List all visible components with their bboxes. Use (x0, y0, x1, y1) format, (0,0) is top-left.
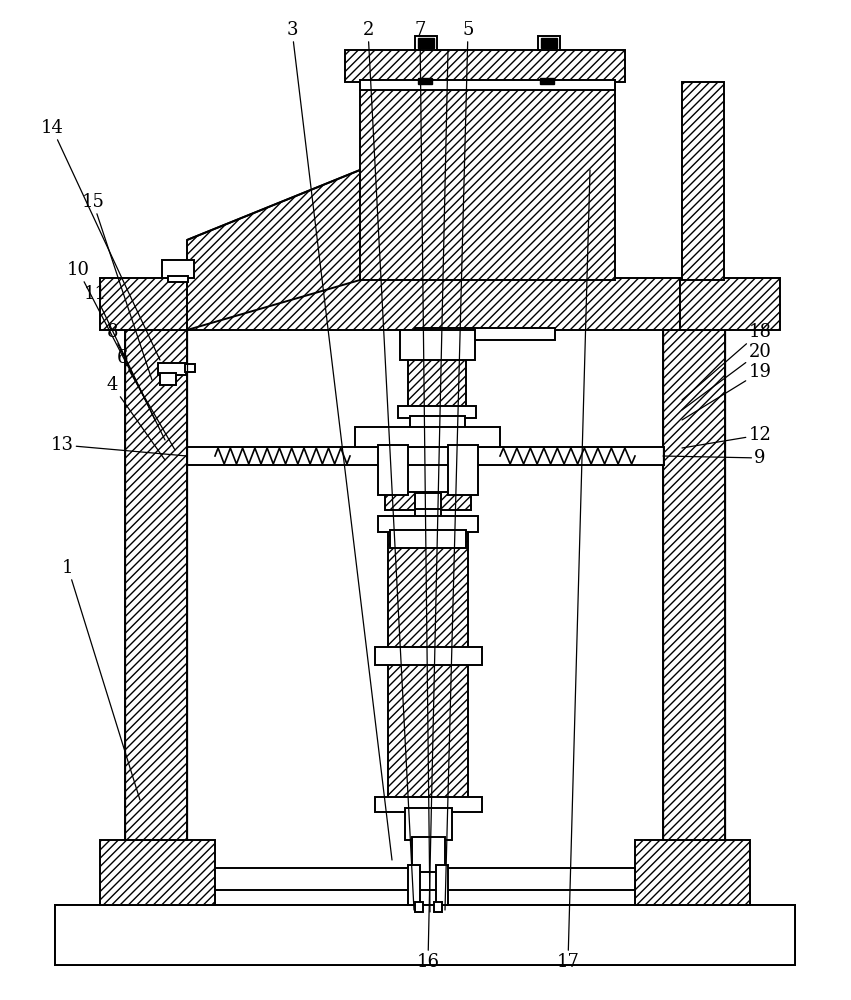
Bar (160, 373, 176, 385)
Bar (398, 406, 476, 418)
Text: 19: 19 (682, 363, 772, 420)
Bar (663, 330, 725, 840)
Bar (420, 522, 436, 538)
Bar (185, 364, 195, 372)
Text: 4: 4 (106, 376, 165, 460)
Text: 7: 7 (414, 21, 430, 912)
Bar (540, 78, 554, 84)
Bar (415, 328, 555, 340)
Bar (375, 797, 482, 812)
Bar (415, 902, 423, 912)
Bar (55, 905, 795, 965)
Bar (538, 36, 560, 50)
Text: 16: 16 (416, 50, 448, 971)
Bar (158, 363, 186, 375)
Bar (541, 38, 557, 48)
Text: 6: 6 (117, 349, 175, 450)
Bar (375, 647, 482, 665)
Bar (385, 492, 471, 510)
Text: 12: 12 (682, 426, 772, 448)
Bar (415, 36, 437, 50)
Bar (412, 837, 445, 872)
Text: 3: 3 (286, 21, 392, 860)
Text: 17: 17 (557, 170, 590, 971)
Bar (378, 516, 478, 532)
Bar (388, 660, 468, 800)
Text: 20: 20 (682, 343, 772, 410)
Polygon shape (187, 170, 360, 330)
Bar (390, 530, 466, 548)
Bar (388, 530, 468, 660)
Text: 10: 10 (66, 261, 148, 405)
Text: 2: 2 (363, 21, 414, 910)
Bar (360, 80, 615, 90)
Bar (345, 50, 625, 82)
Text: 11: 11 (83, 285, 155, 420)
Bar (635, 840, 750, 905)
Text: 5: 5 (445, 21, 474, 910)
Bar (125, 330, 187, 840)
Text: 1: 1 (62, 559, 140, 800)
Bar (215, 868, 635, 890)
Text: 15: 15 (82, 193, 152, 380)
Bar (682, 82, 724, 280)
Bar (400, 330, 475, 360)
Bar (680, 278, 780, 330)
Bar (408, 360, 466, 410)
Text: 18: 18 (682, 323, 772, 400)
Text: 9: 9 (663, 449, 766, 467)
Bar (378, 445, 408, 495)
Bar (418, 78, 432, 84)
Bar (410, 416, 465, 430)
Bar (436, 865, 448, 905)
Bar (415, 493, 441, 525)
Bar (55, 905, 795, 965)
Bar (418, 38, 434, 48)
Bar (448, 445, 478, 495)
Bar (355, 427, 500, 447)
Bar (187, 447, 664, 465)
Text: 8: 8 (106, 323, 165, 440)
Text: 13: 13 (50, 436, 187, 456)
Bar (434, 902, 442, 912)
Bar (100, 278, 680, 330)
Bar (360, 80, 615, 280)
Bar (100, 840, 215, 905)
Bar (162, 260, 194, 278)
Bar (408, 865, 420, 905)
Bar (168, 276, 188, 282)
Bar (405, 808, 452, 840)
Text: 14: 14 (41, 119, 160, 360)
